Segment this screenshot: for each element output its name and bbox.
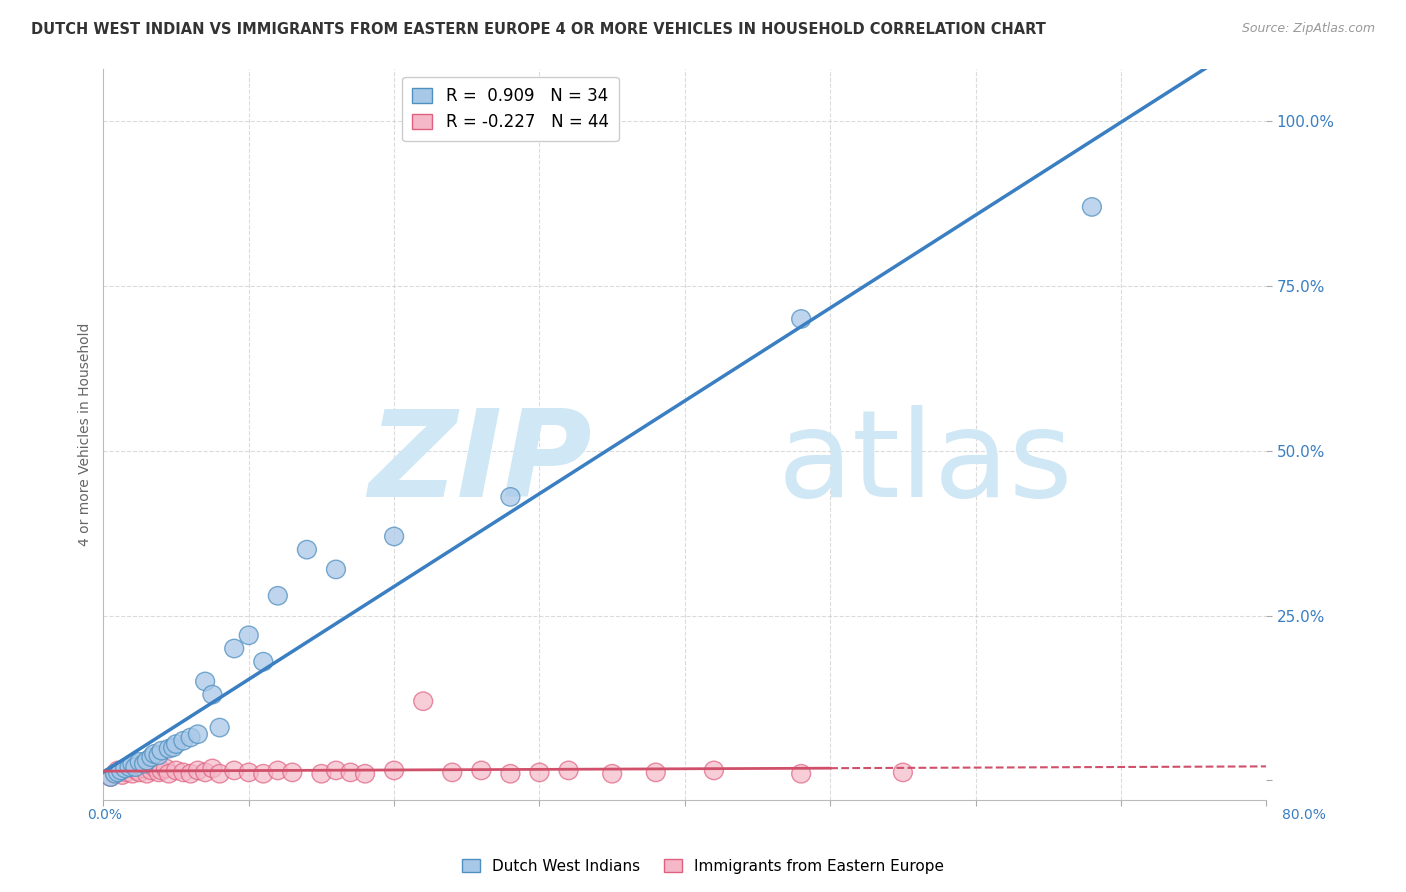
- Ellipse shape: [195, 673, 215, 690]
- Ellipse shape: [211, 718, 229, 737]
- Ellipse shape: [254, 764, 273, 783]
- Ellipse shape: [122, 755, 142, 773]
- Ellipse shape: [792, 310, 811, 328]
- Ellipse shape: [120, 758, 139, 776]
- Ellipse shape: [135, 755, 153, 773]
- Ellipse shape: [239, 764, 259, 781]
- Ellipse shape: [108, 761, 128, 780]
- Ellipse shape: [131, 753, 149, 771]
- Ellipse shape: [269, 761, 287, 780]
- Ellipse shape: [603, 764, 621, 783]
- Text: DUTCH WEST INDIAN VS IMMIGRANTS FROM EASTERN EUROPE 4 OR MORE VEHICLES IN HOUSEH: DUTCH WEST INDIAN VS IMMIGRANTS FROM EAS…: [31, 22, 1046, 37]
- Text: atlas: atlas: [778, 405, 1074, 522]
- Ellipse shape: [142, 761, 160, 780]
- Legend: R =  0.909   N = 34, R = -0.227   N = 44: R = 0.909 N = 34, R = -0.227 N = 44: [402, 77, 619, 141]
- Ellipse shape: [239, 626, 259, 645]
- Ellipse shape: [283, 764, 302, 781]
- Ellipse shape: [149, 764, 169, 781]
- Ellipse shape: [159, 764, 179, 783]
- Ellipse shape: [501, 488, 520, 506]
- Ellipse shape: [501, 764, 520, 783]
- Ellipse shape: [115, 759, 135, 778]
- Text: Source: ZipAtlas.com: Source: ZipAtlas.com: [1241, 22, 1375, 36]
- Ellipse shape: [560, 761, 578, 780]
- Ellipse shape: [108, 764, 128, 781]
- Ellipse shape: [1083, 198, 1101, 216]
- Ellipse shape: [181, 728, 200, 747]
- Ellipse shape: [385, 761, 404, 780]
- Ellipse shape: [202, 759, 222, 778]
- Ellipse shape: [202, 685, 222, 704]
- Ellipse shape: [122, 764, 142, 783]
- Ellipse shape: [472, 761, 491, 780]
- Ellipse shape: [167, 761, 186, 780]
- Ellipse shape: [312, 764, 330, 783]
- Ellipse shape: [211, 764, 229, 783]
- Text: 80.0%: 80.0%: [1282, 808, 1326, 822]
- Ellipse shape: [145, 745, 163, 764]
- Ellipse shape: [174, 764, 193, 781]
- Ellipse shape: [152, 761, 172, 780]
- Ellipse shape: [105, 764, 125, 783]
- Ellipse shape: [159, 739, 179, 758]
- Ellipse shape: [188, 725, 207, 743]
- Ellipse shape: [131, 764, 149, 781]
- Ellipse shape: [111, 761, 131, 780]
- Ellipse shape: [326, 761, 346, 780]
- Ellipse shape: [142, 748, 160, 766]
- Ellipse shape: [101, 768, 120, 786]
- Ellipse shape: [152, 741, 172, 760]
- Ellipse shape: [893, 764, 912, 781]
- Ellipse shape: [101, 768, 120, 786]
- Ellipse shape: [138, 751, 156, 770]
- Ellipse shape: [225, 640, 243, 657]
- Ellipse shape: [269, 587, 287, 605]
- Ellipse shape: [385, 527, 404, 546]
- Ellipse shape: [135, 759, 153, 778]
- Ellipse shape: [326, 560, 346, 579]
- Ellipse shape: [342, 764, 360, 781]
- Ellipse shape: [704, 761, 723, 780]
- Ellipse shape: [413, 692, 433, 710]
- Y-axis label: 4 or more Vehicles in Household: 4 or more Vehicles in Household: [79, 323, 93, 546]
- Ellipse shape: [167, 735, 186, 753]
- Ellipse shape: [181, 764, 200, 783]
- Ellipse shape: [356, 764, 374, 783]
- Ellipse shape: [174, 731, 193, 750]
- Ellipse shape: [127, 758, 145, 776]
- Ellipse shape: [188, 761, 207, 780]
- Ellipse shape: [128, 761, 146, 780]
- Text: 0.0%: 0.0%: [87, 808, 122, 822]
- Ellipse shape: [138, 764, 156, 783]
- Ellipse shape: [647, 764, 665, 781]
- Text: ZIP: ZIP: [368, 405, 592, 522]
- Ellipse shape: [443, 764, 461, 781]
- Ellipse shape: [792, 764, 811, 783]
- Ellipse shape: [225, 761, 243, 780]
- Ellipse shape: [163, 739, 183, 756]
- Ellipse shape: [530, 764, 548, 781]
- Ellipse shape: [298, 541, 316, 559]
- Ellipse shape: [149, 746, 169, 764]
- Ellipse shape: [105, 764, 125, 783]
- Ellipse shape: [254, 652, 273, 671]
- Legend: Dutch West Indians, Immigrants from Eastern Europe: Dutch West Indians, Immigrants from East…: [456, 853, 950, 880]
- Ellipse shape: [112, 766, 132, 784]
- Ellipse shape: [145, 758, 163, 776]
- Ellipse shape: [156, 759, 176, 778]
- Ellipse shape: [195, 764, 215, 781]
- Ellipse shape: [117, 764, 136, 781]
